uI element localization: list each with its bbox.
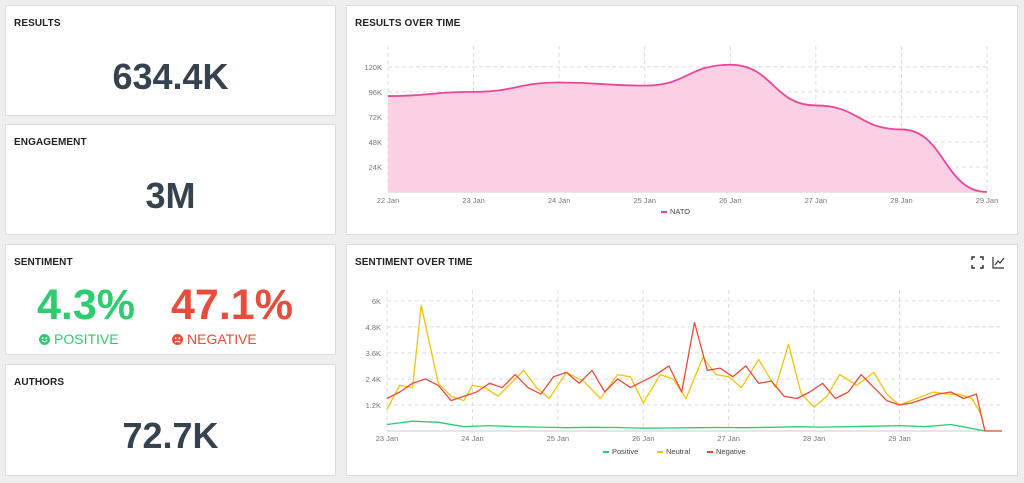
series-line-positive [386,420,986,432]
sentiment-card: SENTIMENT 4.3% POSITIVE 47.1% NEGATIVE [5,244,336,355]
line-chart-icon[interactable] [992,256,1005,269]
positive-label: POSITIVE [54,331,119,347]
authors-card: AUTHORS 72.7K [5,364,336,476]
x-tick-label: 23 Jan [462,196,485,205]
y-tick-label: 4.8K [366,323,381,332]
positive-label-row: POSITIVE [39,331,119,347]
legend-label-nato: NATO [670,207,690,216]
y-tick-label: 2.4K [366,375,381,384]
engagement-card: ENGAGEMENT 3M [5,124,336,235]
series-line-neutral [386,304,1002,432]
x-tick-label: 24 Jan [548,196,571,205]
x-tick-label: 24 Jan [461,434,484,443]
x-tick-label: 29 Jan [976,196,999,205]
legend-swatch-neutral [657,451,663,453]
sentiment-title: SENTIMENT [14,257,73,268]
y-tick-label: 24K [369,163,382,172]
results-over-time-card: RESULTS OVER TIME 24K 48K 72K 96K 120K 22 Jan… [346,5,1018,235]
x-tick-label: 22 Jan [377,196,400,205]
y-tick-label: 1.2K [366,401,381,410]
engagement-value: 3M [145,175,196,216]
results-title: RESULTS [14,18,61,29]
x-tick-label: 26 Jan [719,196,742,205]
x-tick-label: 29 Jan [888,434,911,443]
legend-label-positive: Positive [612,447,638,456]
series-line-negative [386,321,1002,432]
y-tick-label: 72K [369,113,382,122]
x-tick-label: 27 Jan [805,196,828,205]
results-over-time-chart: 24K 48K 72K 96K 120K 22 Jan 23 Jan 24 Jan 25 Jan… [364,46,999,216]
smile-icon [39,333,50,345]
positive-percent: 4.3% [37,281,136,329]
results-card: RESULTS 634.4K [5,5,336,116]
x-tick-label: 28 Jan [803,434,826,443]
y-tick-label: 48K [369,138,382,147]
sentiment-over-time-title: SENTIMENT OVER TIME [355,257,473,268]
y-tick-label: 96K [369,88,382,97]
fullscreen-icon[interactable] [971,256,984,269]
sentiment-over-time-card: SENTIMENT OVER TIME 1.2K 2.4K 3.6K 4.8K 6K 23… [346,244,1018,476]
x-tick-label: 25 Jan [633,196,656,205]
x-tick-label: 27 Jan [717,434,740,443]
negative-label: NEGATIVE [187,331,257,347]
negative-percent: 47.1% [171,281,293,329]
legend-swatch-negative [707,451,713,453]
legend-label-negative: Negative [716,447,746,456]
legend-swatch-positive [603,451,609,453]
legend-swatch-nato [661,211,667,213]
series-line-nato [387,63,988,193]
results-over-time-title: RESULTS OVER TIME [355,18,461,29]
frown-icon [172,333,183,345]
y-tick-label: 120K [364,63,382,72]
x-tick-label: 28 Jan [890,196,913,205]
authors-value: 72.7K [122,415,219,456]
x-tick-label: 25 Jan [547,434,570,443]
sentiment-over-time-chart: 1.2K 2.4K 3.6K 4.8K 6K 23 Jan 24 Jan 25 Jan 26 J… [366,290,1002,456]
y-tick-label: 6K [372,297,381,306]
series-area-nato [388,64,987,192]
y-tick-label: 3.6K [366,349,381,358]
authors-title: AUTHORS [14,377,65,388]
x-tick-label: 23 Jan [376,434,399,443]
x-tick-label: 26 Jan [632,434,655,443]
legend-label-neutral: Neutral [666,447,691,456]
engagement-title: ENGAGEMENT [14,137,87,148]
negative-label-row: NEGATIVE [172,331,257,347]
results-value: 634.4K [112,56,229,97]
